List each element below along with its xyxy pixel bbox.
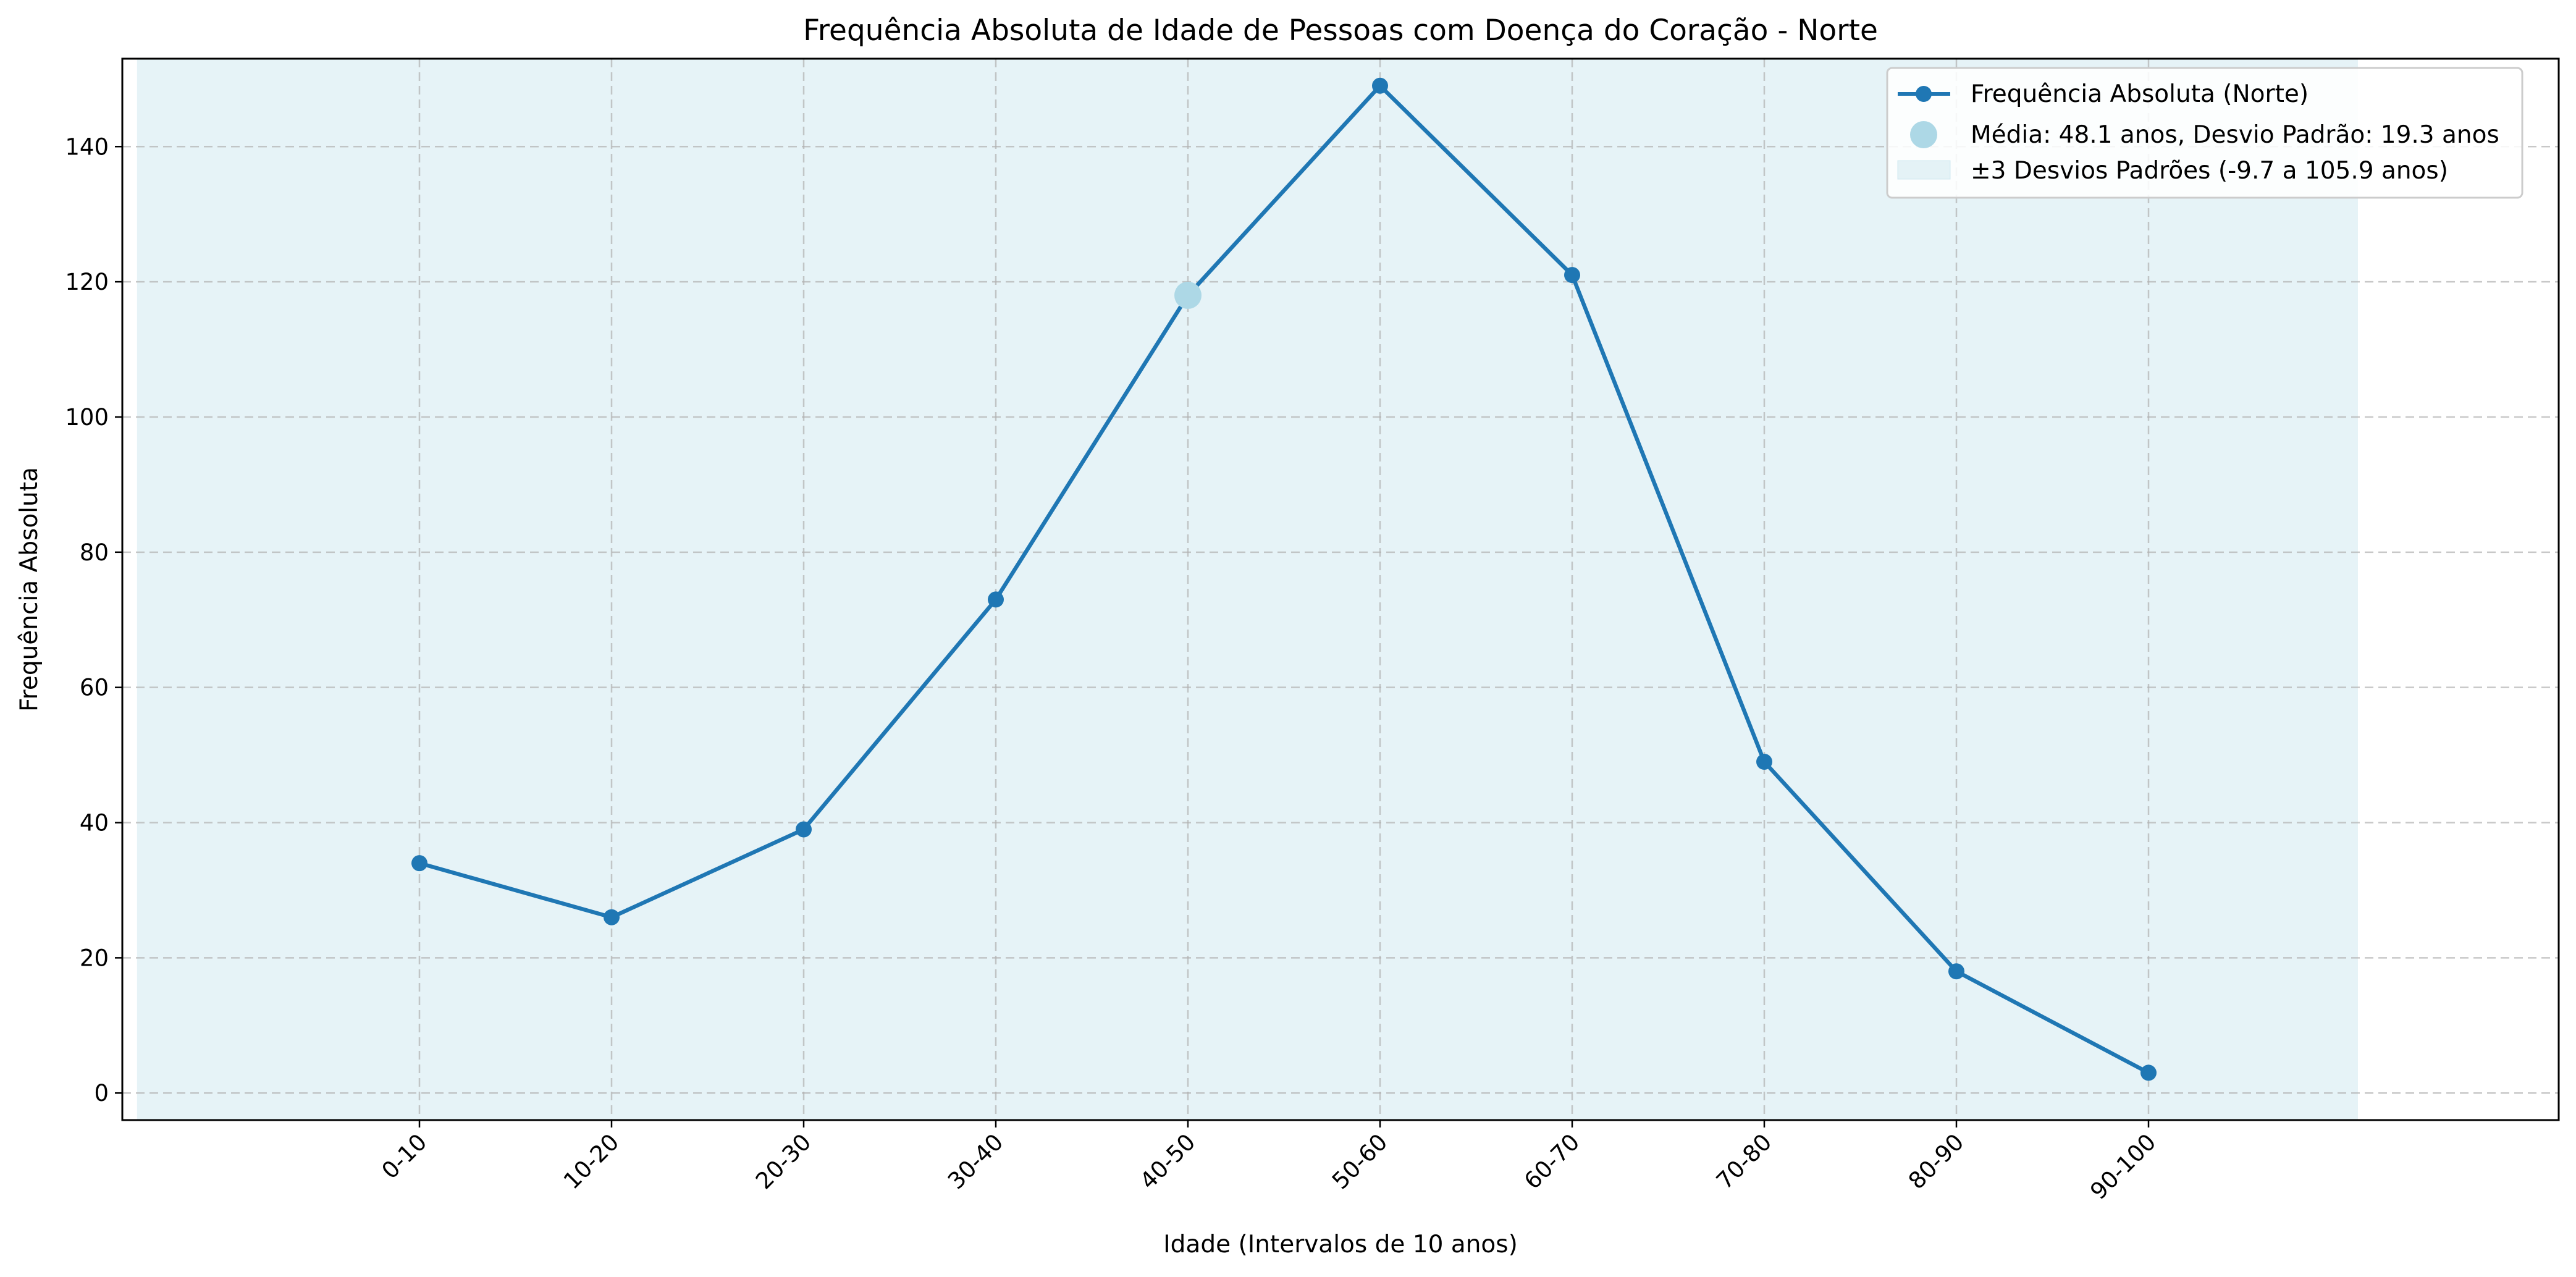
series-line — [419, 83, 2150, 1075]
x-axis-label: Idade (Intervalos de 10 anos) — [1163, 1231, 1518, 1258]
y-tick-label: 140 — [65, 133, 109, 160]
data-point — [1948, 963, 1964, 980]
data-point — [2140, 1064, 2157, 1081]
x-tick-label: 60-70 — [1519, 1129, 1585, 1194]
y-axis: 0 20 40 60 80 100 120 140 — [65, 133, 122, 1106]
data-point — [1372, 77, 1388, 94]
y-tick-label: 0 — [94, 1080, 109, 1106]
x-tick-label: 20-30 — [751, 1129, 816, 1194]
y-tick-label: 40 — [80, 810, 109, 837]
y-tick-label: 120 — [65, 269, 109, 295]
x-tick-label: 90-100 — [2085, 1129, 2161, 1205]
std-dev-band-layer — [137, 59, 2358, 1120]
data-point — [604, 909, 620, 925]
x-tick-label: 40-50 — [1135, 1129, 1200, 1194]
y-tick-label: 100 — [65, 404, 109, 431]
std-dev-band — [137, 59, 2358, 1120]
data-point — [796, 821, 812, 838]
legend-line-marker — [1916, 86, 1932, 102]
legend-band-swatch — [1897, 160, 1951, 180]
legend: Frequência Absoluta (Norte) Média: 48.1 … — [1886, 67, 2523, 199]
series-layer — [411, 77, 2157, 1081]
x-tick-label: 30-40 — [943, 1129, 1008, 1194]
grid-layer — [122, 59, 2559, 1120]
chart-title: Frequência Absoluta de Idade de Pessoas … — [803, 14, 1878, 48]
legend-label-band: ±3 Desvios Padrões (-9.7 a 105.9 anos) — [1971, 157, 2448, 185]
data-point — [1756, 754, 1772, 770]
legend-label-mean: Média: 48.1 anos, Desvio Padrão: 19.3 an… — [1971, 121, 2499, 149]
mean-marker — [1174, 281, 1202, 309]
x-tick-label: 80-90 — [1903, 1129, 1969, 1194]
data-point — [1564, 267, 1580, 284]
x-axis: 0-10 10-20 20-30 30-40 40-50 50-60 60-70 70-80 8… — [377, 1120, 2161, 1205]
x-tick-label: 70-80 — [1711, 1129, 1777, 1194]
x-tick-label: 0-10 — [377, 1129, 432, 1184]
legend-label-series: Frequência Absoluta (Norte) — [1971, 80, 2309, 108]
y-tick-label: 20 — [80, 945, 109, 971]
data-point — [411, 855, 427, 872]
legend-mean-marker — [1910, 121, 1937, 148]
x-tick-label: 50-60 — [1327, 1129, 1392, 1194]
data-point — [988, 591, 1004, 608]
legend-box — [1886, 67, 2523, 199]
y-tick-label: 80 — [80, 539, 109, 566]
x-tick-label: 10-20 — [558, 1129, 624, 1194]
y-axis-label: Frequência Absoluta — [15, 467, 43, 712]
y-tick-label: 60 — [80, 675, 109, 701]
plot-frame — [121, 57, 2560, 1121]
